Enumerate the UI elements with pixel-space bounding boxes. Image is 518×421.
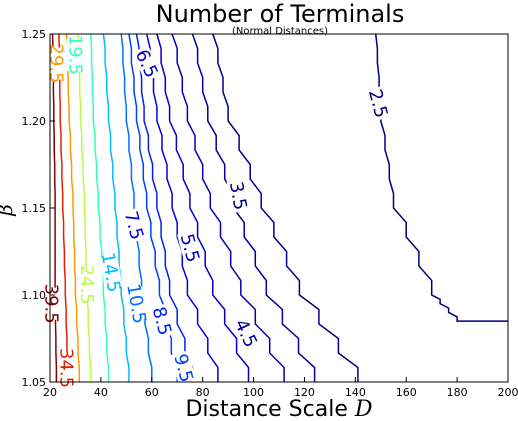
contour-label-14-5: 14.5 <box>97 251 125 294</box>
x-tick-label: 180 <box>447 386 468 399</box>
x-tick-label: 20 <box>43 386 57 399</box>
chart-subtitle: (Normal Distances) <box>232 26 328 37</box>
x-tick-label: 100 <box>243 386 264 399</box>
plot-area-frame <box>49 33 509 383</box>
contour-label-background <box>121 207 147 244</box>
contour-label-24-5: 24.5 <box>76 265 97 305</box>
contour-label-background <box>226 178 250 214</box>
contour-label-background <box>365 85 392 122</box>
contour-label-background <box>66 38 85 71</box>
x-tick-label: 140 <box>345 386 366 399</box>
x-tick-label: 40 <box>94 386 108 399</box>
contour-label-3-5: 3.5 <box>225 180 251 212</box>
contour-line-24-5 <box>77 33 92 382</box>
x-tick-label: 60 <box>145 386 159 399</box>
contour-label-background <box>47 47 66 80</box>
x-tick-label: 200 <box>498 386 518 399</box>
x-axis: 20 40 60 80 100 120 140 160 180 200 <box>43 377 518 399</box>
contour-label-19-5: 19.5 <box>64 35 85 75</box>
contour-label-9-5: 9.5 <box>169 352 197 385</box>
contour-label-background <box>231 314 261 352</box>
contour-label-background <box>77 268 96 301</box>
y-tick-label: 1.25 <box>22 28 47 41</box>
contour-line-2-5 <box>374 33 508 322</box>
contour-label-background <box>124 286 149 322</box>
contour-label-29-5: 29.5 <box>45 44 66 84</box>
x-axis-label: Distance Scale D <box>185 397 372 421</box>
contour-label-39-5: 39.5 <box>40 284 61 324</box>
contour-label-background <box>149 303 175 339</box>
contour-label-background <box>99 255 123 290</box>
y-tick-label: 1.20 <box>22 115 47 128</box>
x-tick-label: 160 <box>396 386 417 399</box>
contour-line-6-5 <box>156 33 250 382</box>
contour-line-34-5 <box>58 33 69 382</box>
y-tick-label: 1.05 <box>22 376 47 389</box>
contour-label-2-5: 2.5 <box>364 87 392 120</box>
y-tick-label: 1.15 <box>22 202 47 215</box>
contour-label-background <box>131 45 162 82</box>
x-tick-label: 120 <box>294 386 315 399</box>
contour-line-3-5 <box>212 33 359 382</box>
contour-line-14-5 <box>102 33 130 382</box>
x-tick-label: 80 <box>196 386 210 399</box>
contour-label-8-5: 8.5 <box>148 305 176 338</box>
contour-label-background <box>177 230 203 266</box>
y-tick-label: 1.10 <box>22 289 47 302</box>
contour-line-39-5 <box>51 33 58 382</box>
contour-label-background <box>170 350 197 386</box>
y-axis-label: β <box>0 204 17 217</box>
contour-label-5-5: 5.5 <box>176 232 204 265</box>
contour-line-7-5 <box>145 33 219 382</box>
contour-label-background <box>42 287 61 320</box>
contour-line-29-5 <box>65 33 81 382</box>
contour-lines <box>51 33 508 382</box>
contour-label-34-5: 34.5 <box>56 348 77 388</box>
contour-line-8-5 <box>135 33 194 382</box>
contour-line-10-5 <box>120 33 153 382</box>
contour-label-background <box>57 352 76 385</box>
contour-line-19-5 <box>89 33 110 382</box>
chart-title: Number of Terminals <box>156 0 405 28</box>
contour-label-10-5: 10.5 <box>122 282 150 325</box>
contour-line-5-5 <box>171 33 285 382</box>
contour-label-7-5: 7.5 <box>120 209 148 242</box>
y-axis: 1.05 1.10 1.15 1.20 1.25 <box>22 28 55 389</box>
